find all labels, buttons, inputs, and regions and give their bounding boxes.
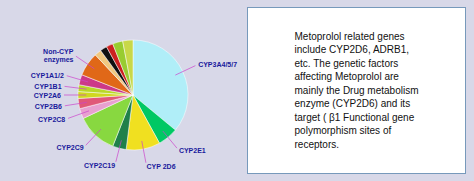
svg-text:CYP 2D6: CYP 2D6: [146, 162, 175, 169]
svg-text:CYP1B1: CYP1B1: [34, 82, 61, 89]
svg-text:CYP2B6: CYP2B6: [35, 103, 62, 110]
svg-text:CYP2C9: CYP2C9: [56, 144, 83, 151]
svg-text:CYP2E1: CYP2E1: [179, 147, 206, 154]
svg-text:CYP3A4/5/7: CYP3A4/5/7: [198, 61, 237, 68]
svg-text:CYP2A6: CYP2A6: [34, 92, 61, 99]
svg-text:CYP1A1/2: CYP1A1/2: [31, 71, 64, 78]
svg-text:CYP2C19: CYP2C19: [84, 161, 115, 168]
svg-text:CYP2C8: CYP2C8: [38, 116, 65, 123]
svg-text:Non-CYPenzymes: Non-CYPenzymes: [43, 47, 74, 63]
html-text:Metoprolol related genes inclu: Metoprolol related genes include CYP2D6,…: [294, 30, 419, 150]
